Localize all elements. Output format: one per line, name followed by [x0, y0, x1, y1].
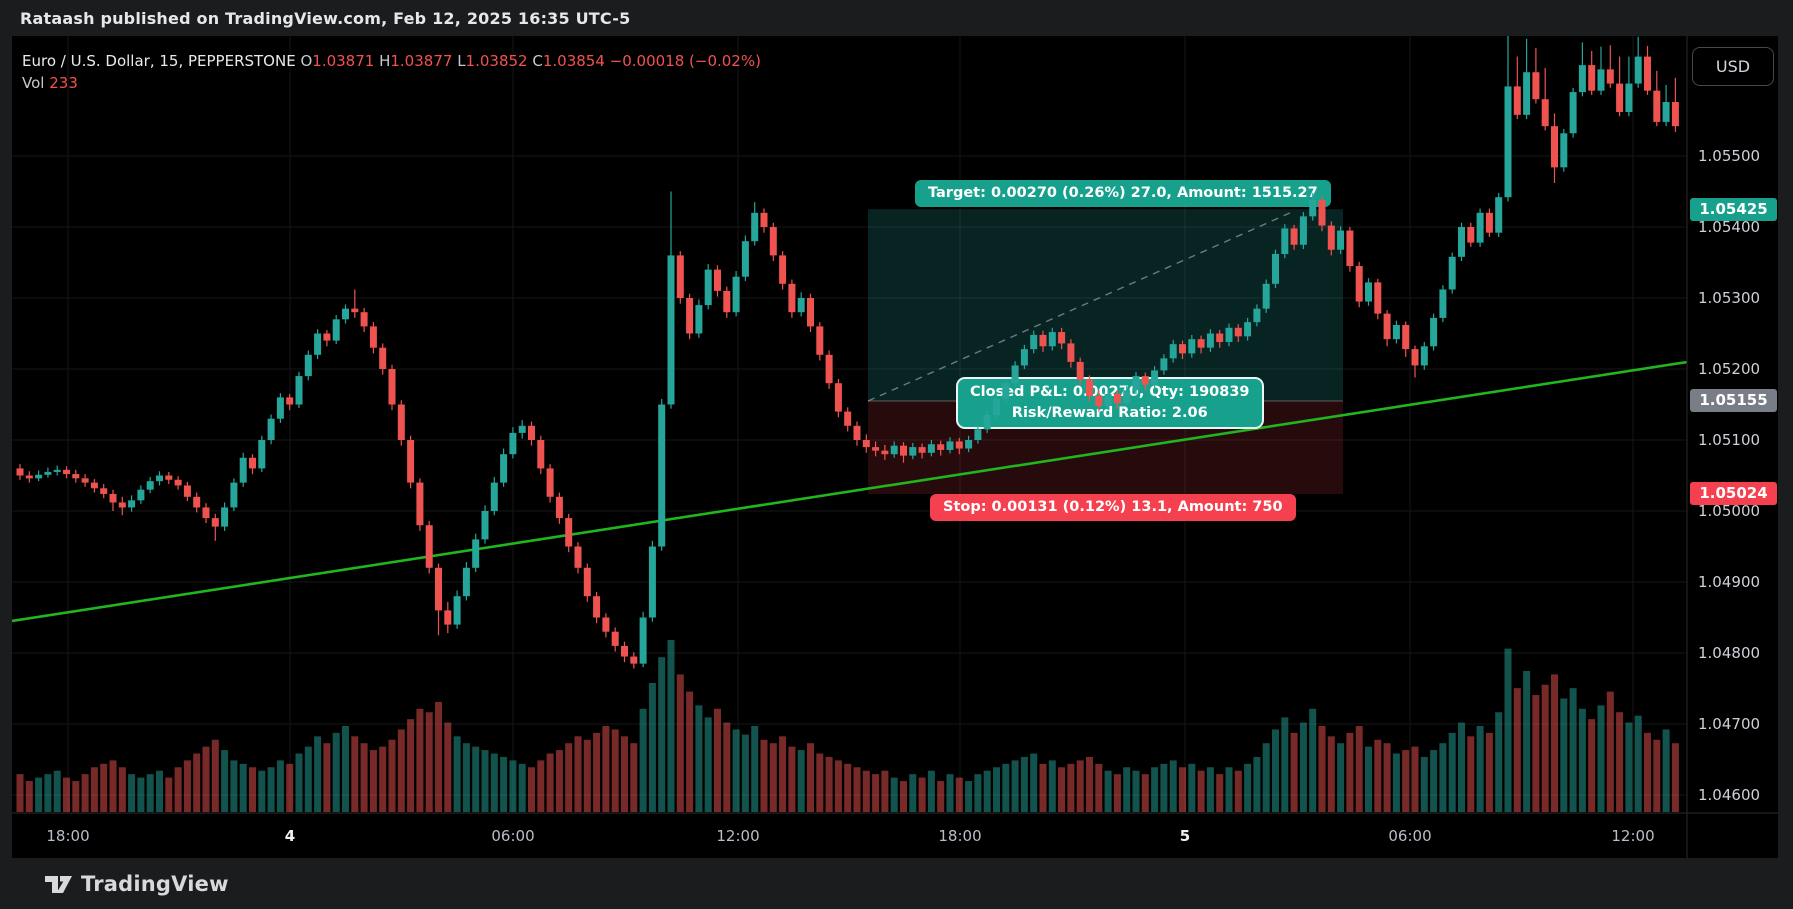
publish-bar: Rataash published on TradingView.com, Fe… — [0, 0, 1793, 36]
currency-toggle-label: USD — [1715, 57, 1751, 76]
volume-value: 233 — [49, 74, 78, 92]
closed-pnl-label: Closed P&L: 0.00270, Qty: 190839 Risk/Re… — [956, 377, 1264, 429]
tradingview-brand-text[interactable]: TradingView — [81, 871, 229, 896]
ohlc-close-label: C — [532, 52, 543, 70]
time-tick-label: 4 — [284, 827, 296, 845]
ohlc-open-label: O — [300, 52, 313, 70]
time-tick-label: 18:00 — [46, 827, 90, 845]
ohlc-low-value: 1.03852 — [465, 52, 528, 70]
ohlc-close-value: 1.03854 — [542, 52, 605, 70]
price-tick-label: 1.05300 — [1698, 289, 1761, 307]
price-tick-label: 1.05200 — [1698, 360, 1761, 378]
symbol-title[interactable]: Euro / U.S. Dollar, 15, PEPPERSTONE — [22, 52, 296, 70]
ohlc-low-label: L — [457, 52, 466, 70]
price-tick-label: 1.05000 — [1698, 502, 1761, 520]
stop-label: Stop: 0.00131 (0.12%) 13.1, Amount: 750 — [930, 494, 1296, 521]
time-tick-label: 06:00 — [491, 827, 535, 845]
risk-reward-line2: Risk/Reward Ratio: 2.06 — [1011, 405, 1208, 421]
closed-pnl-line1: Closed P&L: 0.00270, Qty: 190839 — [970, 384, 1250, 400]
price-tick-label: 1.05400 — [1698, 218, 1761, 236]
ohlc-high-value: 1.03877 — [390, 52, 453, 70]
chart-pane[interactable] — [12, 36, 1778, 858]
price-badge-stop: 1.05024 — [1690, 482, 1777, 506]
ohlc-open-value: 1.03871 — [312, 52, 375, 70]
tradingview-logo-icon[interactable] — [45, 873, 72, 894]
volume-label: Vol — [22, 74, 45, 92]
price-tick-label: 1.05100 — [1698, 431, 1761, 449]
target-label: Target: 0.00270 (0.26%) 27.0, Amount: 15… — [915, 180, 1331, 207]
price-tick-label: 1.04700 — [1698, 715, 1761, 733]
ohlc-high-label: H — [379, 52, 391, 70]
footer-bar: TradingView — [0, 858, 1793, 909]
time-tick-label: 12:00 — [716, 827, 760, 845]
change-value: −0.00018 (−0.02%) — [609, 52, 761, 70]
time-tick-label: 5 — [1179, 827, 1191, 845]
price-tick-label: 1.04900 — [1698, 573, 1761, 591]
time-tick-label: 12:00 — [1611, 827, 1655, 845]
time-tick-label: 18:00 — [938, 827, 982, 845]
price-tick-label: 1.05500 — [1698, 147, 1761, 165]
time-tick-label: 06:00 — [1388, 827, 1432, 845]
price-badge-target: 1.05425 — [1690, 197, 1777, 221]
currency-toggle-button[interactable]: USD — [1692, 47, 1774, 86]
price-badge-entry: 1.05155 — [1690, 389, 1777, 413]
publish-text: Rataash published on TradingView.com, Fe… — [20, 8, 631, 28]
price-tick-label: 1.04600 — [1698, 786, 1761, 804]
price-tick-label: 1.04800 — [1698, 644, 1761, 662]
symbol-header[interactable]: Euro / U.S. Dollar, 15, PEPPERSTONE O1.0… — [22, 50, 761, 73]
volume-legend[interactable]: Vol 233 — [22, 74, 78, 92]
